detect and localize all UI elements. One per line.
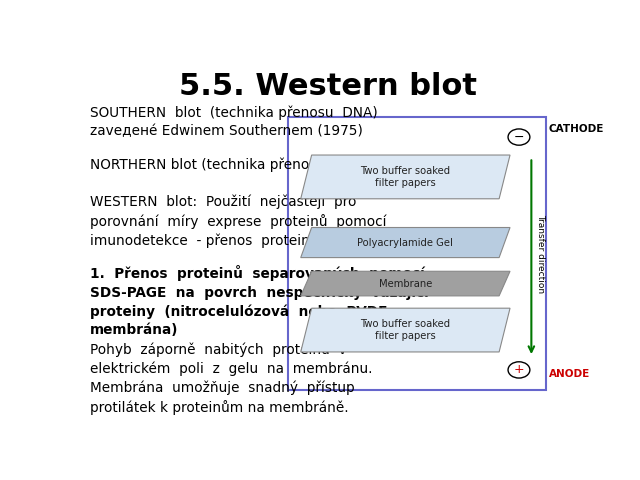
Text: +: + (514, 363, 524, 376)
Polygon shape (301, 308, 510, 352)
Text: Two buffer soaked
filter papers: Two buffer soaked filter papers (360, 319, 451, 341)
Bar (288, 117, 547, 390)
Text: NORTHERN blot (technika přenosu RNA): NORTHERN blot (technika přenosu RNA) (90, 157, 364, 172)
Text: Transfer direction: Transfer direction (536, 214, 545, 293)
Text: Pohyb  záporně  nabitých  proteinů  v
elektrickém  poli  z  gelu  na  membránu.
: Pohyb záporně nabitých proteinů v elektr… (90, 342, 372, 415)
Polygon shape (301, 271, 510, 296)
Text: Polyacrylamide Gel: Polyacrylamide Gel (357, 238, 453, 248)
Polygon shape (301, 228, 510, 258)
Circle shape (508, 362, 530, 378)
Text: ANODE: ANODE (548, 369, 590, 379)
Text: −: − (514, 131, 524, 144)
Circle shape (508, 129, 530, 145)
Text: Two buffer soaked
filter papers: Two buffer soaked filter papers (360, 166, 451, 188)
Text: WESTERN  blot:  Použití  nejčastěji  pro
porovnání  míry  exprese  proteinů  pom: WESTERN blot: Použití nejčastěji pro por… (90, 194, 387, 248)
Text: 5.5. Western blot: 5.5. Western blot (179, 72, 477, 101)
Text: 1.  Přenos  proteinů  separovaných  pomocí
SDS-PAGE  na  povrch  nespecificky  v: 1. Přenos proteinů separovaných pomocí S… (90, 264, 429, 337)
Text: CATHODE: CATHODE (548, 124, 604, 134)
Text: Membrane: Membrane (379, 278, 432, 288)
Text: SOUTHERN  blot  (technika přenosu  DNA)
zaveденé Edwinem Southernem (1975): SOUTHERN blot (technika přenosu DNA) zav… (90, 106, 378, 139)
Polygon shape (301, 155, 510, 199)
